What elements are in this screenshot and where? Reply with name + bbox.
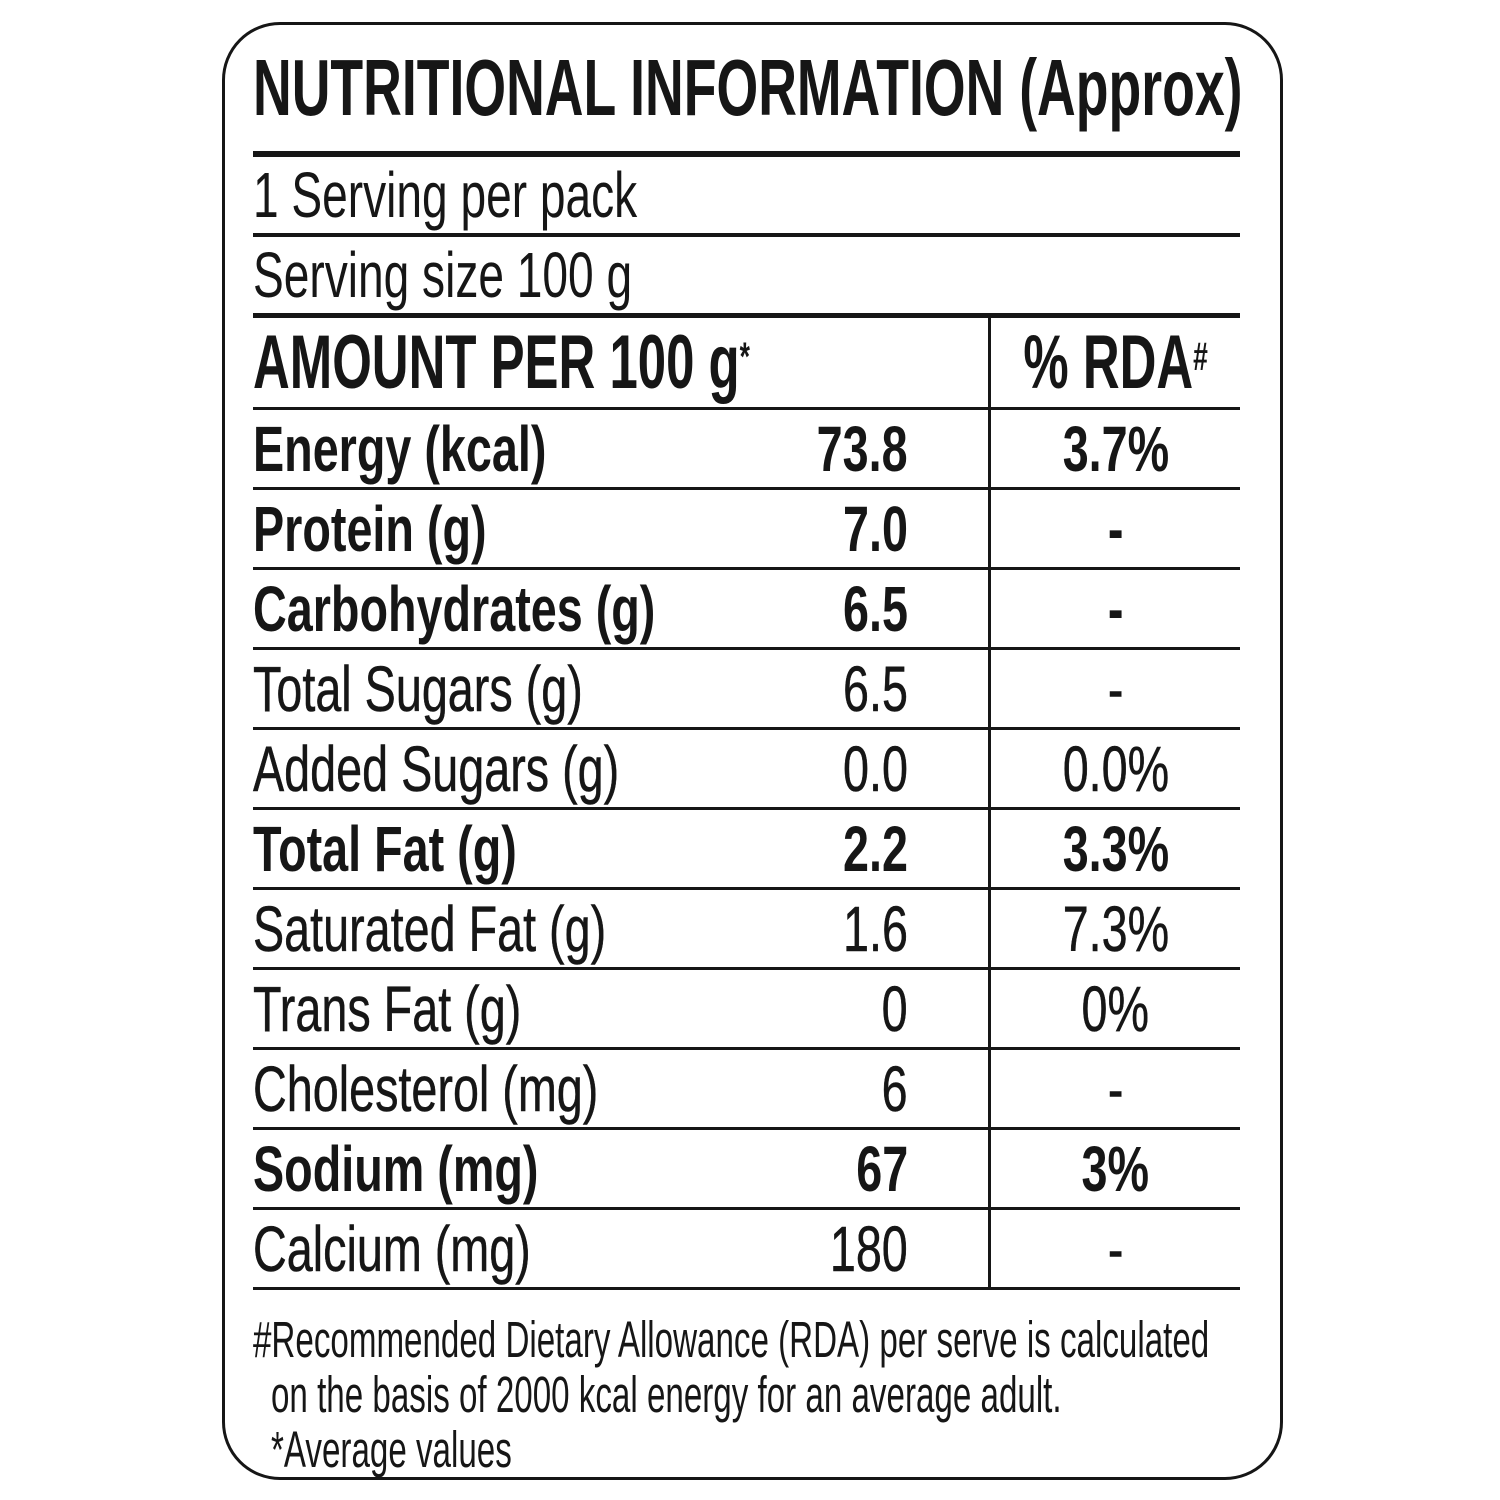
nutrient-rda: 0.0% (1062, 732, 1169, 805)
nutrient-main-cell: Cholesterol (mg) 6 (253, 1050, 988, 1127)
nutrient-row: Total Sugars (g) 6.5 - (253, 650, 1240, 730)
nutrient-name: Cholesterol (mg) (253, 1052, 599, 1125)
nutrient-rda: - (1107, 1052, 1124, 1125)
nutrient-name: Total Fat (g) (253, 812, 517, 885)
nutrient-rda-cell: 3% (988, 1130, 1240, 1207)
nutrient-amount: 6.5 (843, 652, 908, 725)
nutrient-rda-cell: - (988, 570, 1240, 647)
footnote-average-values: *Average values (271, 1421, 512, 1478)
nutrient-row: Added Sugars (g) 0.0 0.0% (253, 730, 1240, 810)
nutrient-row: Cholesterol (mg) 6 - (253, 1050, 1240, 1130)
nutrient-row: Trans Fat (g) 0 0% (253, 970, 1240, 1050)
nutrient-main-cell: Energy (kcal) 73.8 (253, 410, 988, 487)
nutrient-amount: 6 (882, 1052, 908, 1125)
footnote-line: on the basis of 2000 kcal energy for an … (253, 1367, 1240, 1422)
nutrient-main-cell: Saturated Fat (g) 1.6 (253, 890, 988, 967)
nutrition-label-content: NUTRITIONAL INFORMATION (Approx) 1 Servi… (225, 25, 1280, 1477)
nutrient-amount: 180 (830, 1212, 908, 1285)
label-title: NUTRITIONAL INFORMATION (Approx) (253, 25, 1243, 151)
nutrient-amount: 0.0 (843, 732, 908, 805)
nutrient-rda: 3.3% (1062, 812, 1169, 885)
serving-size-line: Serving size 100 g (253, 237, 1240, 318)
nutrient-name: Energy (kcal) (253, 412, 547, 485)
nutrient-rda: 0% (1081, 972, 1150, 1045)
amount-header-cell: AMOUNT PER 100 g* (253, 318, 988, 407)
nutrient-row: Energy (kcal) 73.8 3.7% (253, 410, 1240, 490)
nutrient-amount: 67 (856, 1132, 908, 1205)
rda-header-cell: % RDA# (988, 318, 1240, 407)
nutrient-row: Calcium (mg) 180 - (253, 1210, 1240, 1290)
amount-header-asterisk: * (739, 335, 750, 380)
nutrient-rows: Energy (kcal) 73.8 3.7% Protein (g) 7.0 … (253, 410, 1240, 1290)
nutrient-rda: 7.3% (1062, 892, 1169, 965)
nutrient-rda-cell: 3.7% (988, 410, 1240, 487)
nutrient-rda-cell: 3.3% (988, 810, 1240, 887)
nutrient-main-cell: Sodium (mg) 67 (253, 1130, 988, 1207)
nutrition-label-card: NUTRITIONAL INFORMATION (Approx) 1 Servi… (222, 22, 1283, 1480)
footnotes: #Recommended Dietary Allowance (RDA) per… (253, 1312, 1240, 1477)
nutrient-name: Carbohydrates (g) (253, 572, 656, 645)
nutrient-rda-cell: 7.3% (988, 890, 1240, 967)
nutrient-name: Added Sugars (g) (253, 732, 620, 805)
nutrient-row: Total Fat (g) 2.2 3.3% (253, 810, 1240, 890)
nutrient-name: Saturated Fat (g) (253, 892, 607, 965)
nutrient-main-cell: Added Sugars (g) 0.0 (253, 730, 988, 807)
nutrient-name: Calcium (mg) (253, 1212, 531, 1285)
nutrient-row: Saturated Fat (g) 1.6 7.3% (253, 890, 1240, 970)
nutrient-amount: 1.6 (843, 892, 908, 965)
footnote-line: *Average values (253, 1422, 1240, 1477)
nutrient-main-cell: Protein (g) 7.0 (253, 490, 988, 567)
nutrient-rda: - (1107, 652, 1124, 725)
nutrient-main-cell: Total Sugars (g) 6.5 (253, 650, 988, 727)
serving-size-text: Serving size 100 g (253, 239, 633, 311)
nutrient-rda-cell: - (988, 650, 1240, 727)
nutrient-rda: - (1107, 492, 1124, 565)
nutrient-rda-cell: 0% (988, 970, 1240, 1047)
rda-header: % RDA# (1023, 319, 1207, 406)
title-underline (253, 151, 1240, 157)
amount-header: AMOUNT PER 100 g* (253, 319, 750, 406)
nutrient-main-cell: Total Fat (g) 2.2 (253, 810, 988, 887)
nutrient-name: Total Sugars (g) (253, 652, 583, 725)
nutrient-rda-cell: - (988, 490, 1240, 567)
nutrient-name: Trans Fat (g) (253, 972, 522, 1045)
amount-header-text: AMOUNT PER 100 g (253, 320, 740, 405)
footnote-line: #Recommended Dietary Allowance (RDA) per… (253, 1312, 1240, 1367)
nutrient-amount: 2.2 (843, 812, 908, 885)
nutrient-rda-cell: 0.0% (988, 730, 1240, 807)
table-header-row: AMOUNT PER 100 g* % RDA# (253, 318, 1240, 410)
nutrient-rda: - (1107, 572, 1124, 645)
nutrient-amount: 7.0 (843, 492, 908, 565)
rda-header-hash: # (1193, 335, 1208, 380)
nutrient-rda: 3.7% (1062, 412, 1169, 485)
servings-per-pack-text: 1 Serving per pack (253, 159, 638, 231)
nutrient-main-cell: Calcium (mg) 180 (253, 1210, 988, 1287)
rda-header-text: % RDA (1023, 320, 1194, 405)
nutrient-amount: 73.8 (817, 412, 908, 485)
nutrient-main-cell: Carbohydrates (g) 6.5 (253, 570, 988, 647)
nutrient-main-cell: Trans Fat (g) 0 (253, 970, 988, 1047)
label-title-text: NUTRITIONAL INFORMATION (Approx) (253, 43, 1243, 132)
nutrient-rda-cell: - (988, 1210, 1240, 1287)
footnote-rda-text: #Recommended Dietary Allowance (RDA) per… (253, 1311, 1210, 1368)
nutrient-row: Protein (g) 7.0 - (253, 490, 1240, 570)
nutrient-amount: 6.5 (843, 572, 908, 645)
nutrient-rda: 3% (1081, 1132, 1150, 1205)
servings-per-pack-line: 1 Serving per pack (253, 157, 1240, 237)
nutrient-rda-cell: - (988, 1050, 1240, 1127)
nutrient-amount: 0 (882, 972, 908, 1045)
nutrient-row: Sodium (mg) 67 3% (253, 1130, 1240, 1210)
nutrient-name: Sodium (mg) (253, 1132, 539, 1205)
nutrient-rda: - (1107, 1212, 1124, 1285)
footnote-rda-text-cont: on the basis of 2000 kcal energy for an … (271, 1366, 1062, 1423)
nutrient-row: Carbohydrates (g) 6.5 - (253, 570, 1240, 650)
nutrient-name: Protein (g) (253, 492, 487, 565)
